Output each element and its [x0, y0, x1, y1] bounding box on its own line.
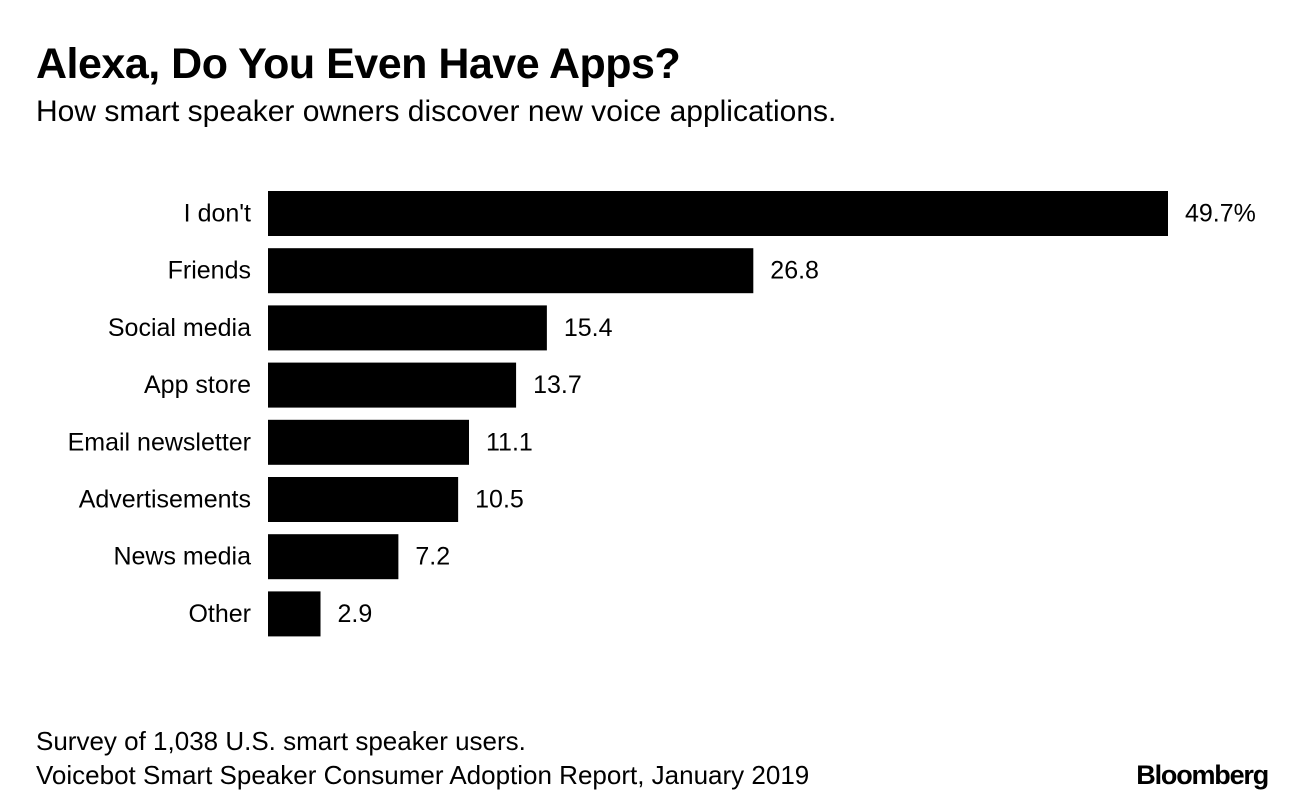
- source-note: Voicebot Smart Speaker Consumer Adoption…: [36, 760, 810, 790]
- category-label: Other: [188, 600, 251, 628]
- bar: [268, 534, 399, 580]
- category-label: Email newsletter: [68, 428, 251, 456]
- bar: [268, 591, 321, 637]
- category-label: Social media: [108, 314, 251, 342]
- category-label: App store: [144, 371, 251, 399]
- value-label: 26.8: [770, 257, 819, 285]
- bar-chart: I don't 49.7% Friends 26.8 Social media 15.4 A…: [68, 191, 1256, 637]
- category-label: Friends: [168, 257, 251, 285]
- bar: [268, 305, 547, 351]
- bar: [268, 191, 1168, 236]
- bar: [268, 419, 470, 465]
- bar: [268, 362, 517, 408]
- value-label: 11.1: [486, 428, 533, 456]
- bar: [268, 477, 459, 522]
- bloomberg-logo: Bloomberg: [1136, 760, 1269, 790]
- value-label: 10.5: [475, 486, 524, 514]
- value-label: 13.7: [533, 371, 582, 399]
- value-label: 7.2: [415, 543, 450, 571]
- value-label: 2.9: [338, 600, 373, 628]
- value-label: 49.7%: [1185, 200, 1256, 228]
- value-label: 15.4: [564, 314, 613, 342]
- category-label: News media: [113, 543, 251, 571]
- chart-subtitle: How smart speaker owners discover new vo…: [36, 95, 837, 128]
- chart-title: Alexa, Do You Even Have Apps?: [36, 40, 681, 88]
- survey-note: Survey of 1,038 U.S. smart speaker users…: [36, 726, 526, 756]
- category-label: I don't: [184, 200, 251, 228]
- category-label: Advertisements: [79, 486, 251, 514]
- bar: [268, 248, 754, 294]
